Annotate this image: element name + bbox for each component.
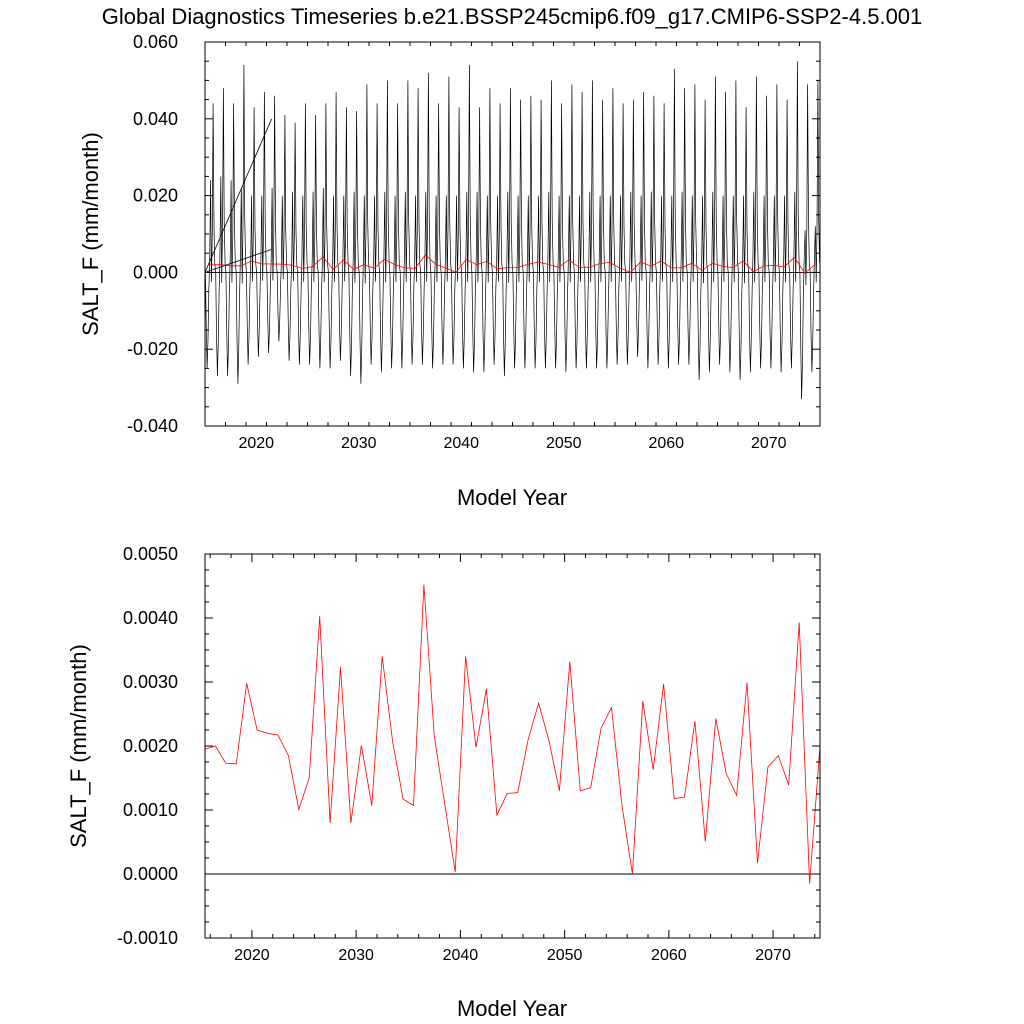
x-tick-label: 2030: [341, 435, 377, 452]
top-panel: 2020 2030 2040 2050 2060 2070 -0.040 -0.020 0.00…: [78, 32, 821, 510]
bottom-panel: 2020 2030 2040 2050 2060 2070 -0.0010 0.0000 0.0…: [66, 544, 821, 1021]
bottom-axis-ticks: 2020 2030 2040 2050 2060 2070 -0.0010 0.0000 0.0…: [117, 544, 820, 964]
x-tick-label: 2050: [547, 947, 583, 964]
y-tick-label: 0.0040: [123, 608, 178, 628]
top-axis-ticks: 2020 2030 2040 2050 2060 2070 -0.040 -0.020 0.00…: [127, 32, 821, 452]
x-tick-label: 2030: [338, 947, 374, 964]
y-tick-label: 0.0050: [123, 544, 178, 564]
annual-mean-series-line: [210, 254, 816, 274]
x-tick-label: 2060: [648, 435, 684, 452]
x-tick-label: 2060: [651, 947, 687, 964]
annual-mean-series-line: [204, 584, 821, 884]
top-y-axis-label: SALT_F (mm/month): [78, 132, 103, 336]
y-tick-label: 0.060: [133, 32, 178, 52]
trend-line: [204, 248, 272, 273]
y-tick-label: -0.020: [127, 339, 178, 359]
y-tick-label: -0.0010: [117, 928, 178, 948]
bottom-plot-data: [204, 584, 821, 884]
y-tick-label: 0.020: [133, 186, 178, 206]
bottom-y-axis-label: SALT_F (mm/month): [66, 644, 91, 848]
y-tick-label: 0.0000: [123, 864, 178, 884]
chart-title: Global Diagnostics Timeseries b.e21.BSSP…: [102, 4, 923, 29]
x-tick-label: 2020: [238, 435, 274, 452]
trend-line: [204, 118, 272, 273]
x-tick-label: 2040: [443, 947, 479, 964]
x-tick-label: 2050: [546, 435, 582, 452]
y-tick-label: 0.0010: [123, 800, 178, 820]
x-tick-label: 2070: [755, 947, 791, 964]
x-tick-label: 2070: [751, 435, 787, 452]
y-tick-label: 0.0020: [123, 736, 178, 756]
x-tick-label: 2020: [234, 947, 270, 964]
top-plot-data: [204, 61, 820, 400]
x-tick-label: 2040: [443, 435, 479, 452]
bottom-x-axis-label: Model Year: [457, 996, 567, 1021]
y-tick-label: 0.000: [133, 262, 178, 282]
y-tick-label: -0.040: [127, 416, 178, 436]
y-tick-label: 0.040: [133, 109, 178, 129]
y-tick-label: 0.0030: [123, 672, 178, 692]
top-x-axis-label: Model Year: [457, 485, 567, 510]
